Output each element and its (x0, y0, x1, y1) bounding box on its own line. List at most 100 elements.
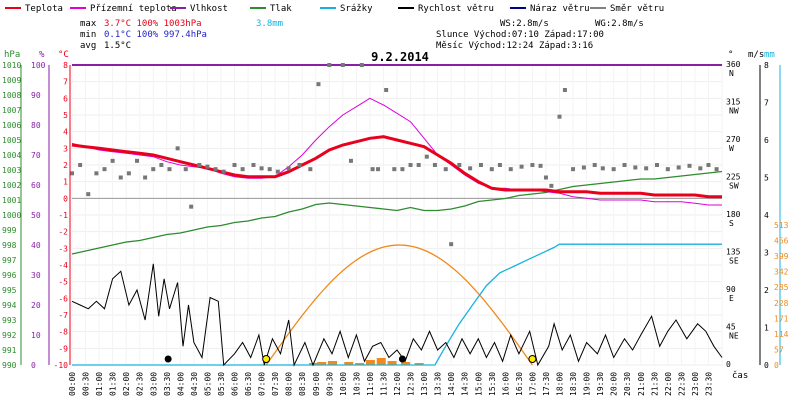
x-tick-label: 14:00 (447, 372, 456, 396)
wind-direction-point (457, 163, 462, 167)
gust-marker (164, 355, 172, 363)
wind-direction-point (151, 167, 156, 172)
degc-tick-label: 2 (63, 161, 68, 170)
axis-title-degc: °C (58, 50, 69, 60)
wind-direction-point (530, 163, 535, 167)
solar-radiation-bar (387, 361, 397, 365)
x-tick-label: 00:00 (68, 372, 77, 396)
wind-direction-point (519, 164, 524, 169)
deg-tick-label: 135 (726, 248, 741, 257)
degc-tick-label: -8 (58, 328, 68, 337)
x-tick-label: 16:00 (501, 372, 510, 396)
degc-tick-label: -10 (54, 361, 69, 370)
x-tick-label: 15:30 (488, 372, 497, 396)
sun-times: Slunce Východ:07:10 Západ:17:00 (436, 30, 604, 40)
axes: 1010100910081007100610051004100310021001… (2, 60, 789, 396)
x-tick-label: 06:30 (244, 372, 253, 396)
wind-direction-point (286, 166, 291, 171)
x-tick-label: 03:30 (163, 372, 172, 396)
wind-direction-point (489, 167, 494, 172)
x-tick-label: 19:00 (583, 372, 592, 396)
wind-direction-point (348, 158, 353, 163)
solar-radiation-bar (414, 363, 424, 365)
series-wind-speed (71, 263, 723, 367)
pct-tick-label: 60 (31, 181, 41, 190)
wind-direction-point (316, 82, 321, 87)
wind-direction-point (698, 166, 703, 171)
wind-direction-point (340, 63, 345, 67)
wind-direction-point (633, 165, 638, 170)
x-tick-label: 07:30 (271, 372, 280, 396)
wind-direction-point (400, 167, 405, 172)
ms-tick-label: 0 (764, 361, 769, 370)
stats-block: max 3.7°C 100% 1003hPa 3.8mm min 0.1°C 1… (80, 19, 644, 51)
wind-direction-point (538, 163, 543, 168)
series-precipitation (72, 243, 722, 366)
x-tick-label: 11:30 (379, 372, 388, 396)
deg-tick-label: 225 (726, 173, 741, 182)
hpa-tick-label: 995 (2, 286, 17, 295)
axis-title-time: čas (732, 370, 748, 381)
x-tick-label: 01:00 (95, 372, 104, 396)
mm-tick-label: 228 (774, 299, 789, 308)
pct-tick-label: 30 (31, 271, 41, 280)
moon-times: Měsíc Východ:12:24 Západ:3:16 (436, 41, 593, 51)
pct-tick-label: 10 (31, 331, 41, 340)
legend-label: Srážky (340, 4, 373, 14)
wind-direction-point (183, 167, 188, 172)
x-tick-label: 13:00 (420, 372, 429, 396)
hpa-tick-label: 996 (2, 271, 17, 280)
x-tick-label: 18:00 (556, 372, 565, 396)
mm-tick-label: 0 (774, 361, 779, 370)
sunrise-sunset-marker (262, 355, 271, 363)
x-tick-label: 02:00 (122, 372, 131, 396)
stat-max-label: max (80, 19, 97, 29)
x-tick-label: 18:30 (569, 372, 578, 396)
wind-direction-point (327, 63, 332, 67)
mm-tick-label: 399 (774, 252, 789, 261)
markers (164, 355, 537, 363)
ms-tick-label: 4 (764, 211, 769, 220)
hpa-tick-label: 1004 (2, 151, 21, 160)
hpa-tick-label: 990 (2, 361, 17, 370)
wind-direction-point (213, 167, 218, 172)
wind-direction-point (205, 164, 210, 169)
wind-direction-point (581, 165, 586, 170)
degc-tick-label: 4 (63, 128, 68, 137)
wind-direction-point (240, 167, 245, 172)
wind-direction-point (706, 163, 711, 167)
wind-direction-point (432, 163, 437, 167)
x-tick-label: 05:00 (203, 372, 212, 396)
x-tick-label: 20:00 (610, 372, 619, 396)
axis-title-pct: % (39, 50, 45, 60)
hpa-tick-label: 991 (2, 346, 17, 355)
degc-tick-label: 0 (63, 194, 68, 203)
ms-tick-label: 2 (764, 286, 769, 295)
x-tick-label: 10:00 (339, 372, 348, 396)
degc-tick-label: -1 (58, 211, 68, 220)
degc-tick-label: -9 (58, 344, 68, 353)
legend-label: Směr větru (610, 4, 664, 14)
pct-tick-label: 80 (31, 121, 41, 130)
legend-label: Přízemní teplota (90, 4, 177, 14)
x-tick-label: 15:00 (474, 372, 483, 396)
degc-tick-label: -4 (58, 261, 68, 270)
stat-min-values: 0.1°C 100% 997.4hPa (104, 30, 207, 40)
x-tick-label: 08:00 (285, 372, 294, 396)
x-tick-label: 17:00 (528, 372, 537, 396)
wind-direction-point (449, 242, 454, 247)
deg-tick-label: 90 (726, 285, 736, 294)
axis-title-deg: ° (728, 50, 733, 60)
hpa-tick-label: 1006 (2, 121, 21, 130)
ms-tick-label: 8 (764, 61, 769, 70)
degc-tick-label: 8 (63, 61, 68, 70)
degc-tick-label: 7 (63, 78, 68, 87)
axis-title-hpa: hPa (4, 50, 20, 60)
mm-tick-label: 513 (774, 221, 789, 230)
solar-radiation-area (265, 244, 533, 366)
legend-label: Vlhkost (190, 4, 228, 14)
x-tick-label: 07:00 (258, 372, 267, 396)
pct-tick-label: 50 (31, 211, 41, 220)
wind-direction-point (416, 163, 421, 167)
wind-direction-point (297, 163, 302, 167)
